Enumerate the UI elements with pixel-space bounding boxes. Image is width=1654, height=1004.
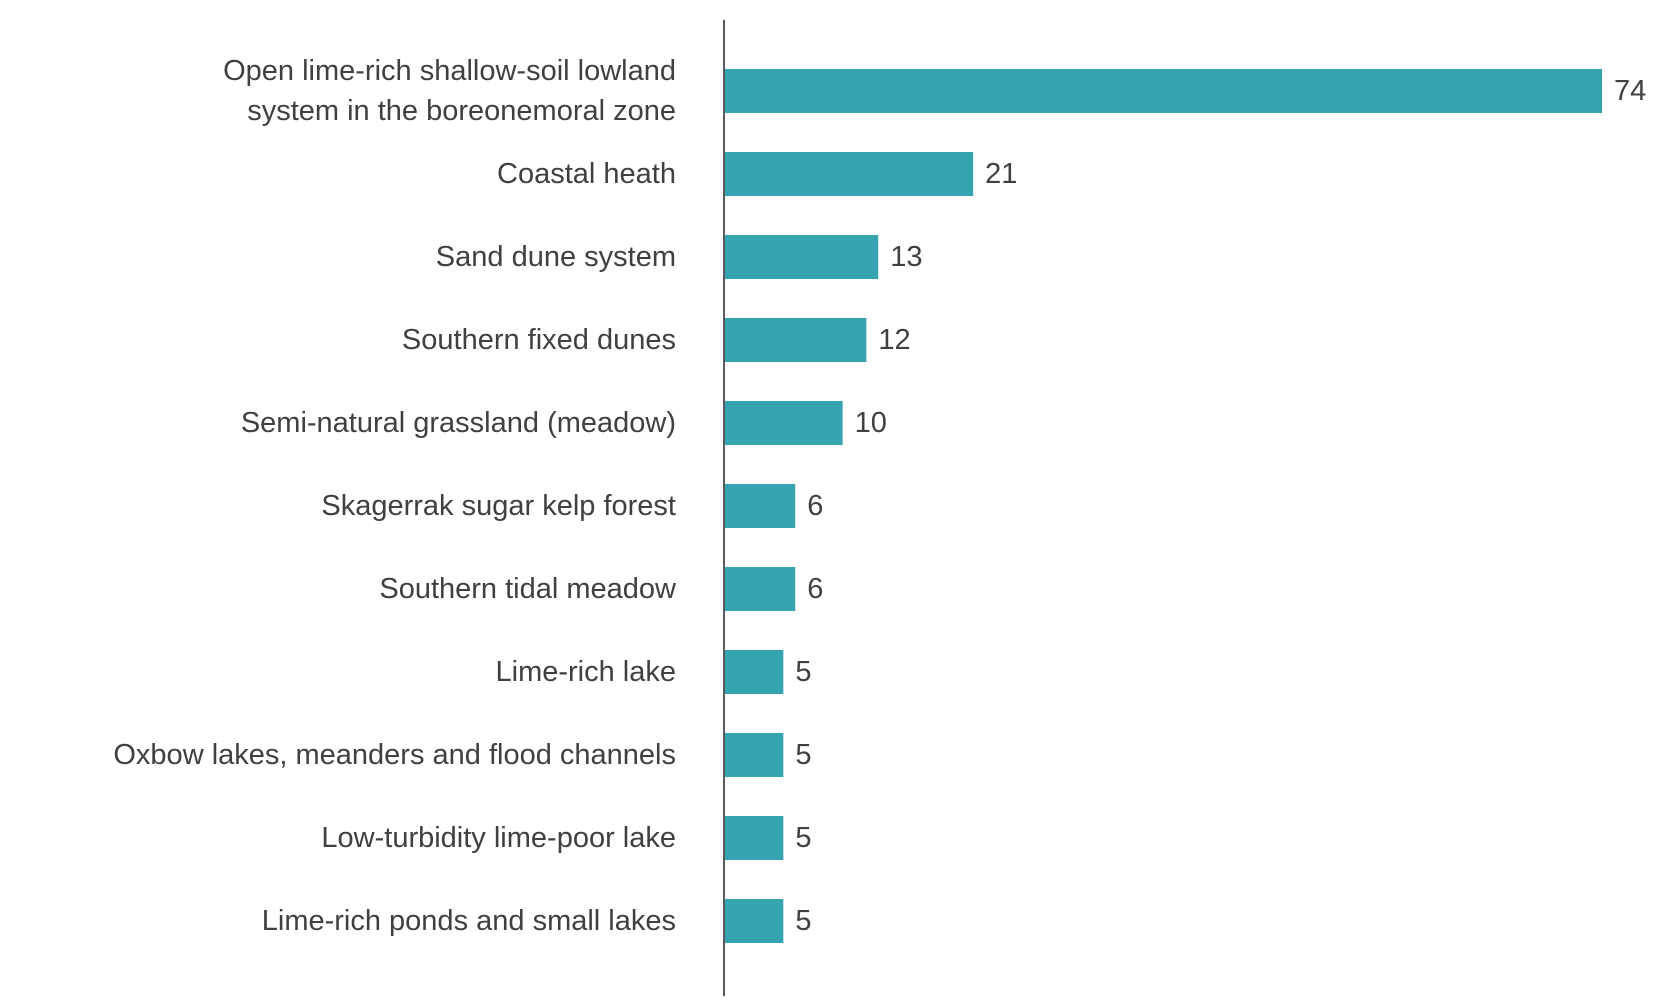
category-label: Open lime-rich shallow-soil lowland syste… — [223, 55, 676, 127]
category-label-line: Oxbow lakes, meanders and flood channels — [113, 739, 676, 771]
category-label-line: Coastal heath — [497, 158, 676, 190]
bar — [724, 650, 784, 694]
category-label-line: Low-turbidity lime-poor lake — [321, 822, 676, 854]
data-label: 21 — [985, 158, 1017, 190]
data-label: 74 — [1614, 75, 1646, 107]
category-label: Southern fixed dunes — [402, 324, 676, 356]
category-label: Coastal heath — [497, 158, 676, 190]
data-label: 12 — [878, 324, 910, 356]
category-label-line: Lime-rich ponds and small lakes — [262, 905, 676, 937]
data-label: 5 — [795, 905, 811, 937]
bar — [724, 401, 843, 445]
category-label-line: system in the boreonemoral zone — [247, 95, 676, 127]
data-label: 10 — [855, 407, 887, 439]
category-label: Oxbow lakes, meanders and flood channels — [113, 739, 676, 771]
category-label: Sand dune system — [436, 241, 676, 273]
category-label: Lime-rich ponds and small lakes — [262, 905, 676, 937]
category-label: Skagerrak sugar kelp forest — [321, 490, 676, 522]
bar — [724, 816, 784, 860]
data-label: 13 — [890, 241, 922, 273]
category-label-line: Southern fixed dunes — [402, 324, 676, 356]
category-label-line: Semi-natural grassland (meadow) — [241, 407, 676, 439]
bar — [724, 733, 784, 777]
bar — [724, 152, 974, 196]
category-label: Low-turbidity lime-poor lake — [321, 822, 676, 854]
value-labels-layer: 74 21 13 12 10 6 6 5 5 5 5 — [795, 75, 1646, 937]
bar — [724, 235, 879, 279]
data-label: 5 — [795, 656, 811, 688]
data-label: 6 — [807, 573, 823, 605]
bar — [724, 899, 784, 943]
data-label: 6 — [807, 490, 823, 522]
data-label: 5 — [795, 739, 811, 771]
bars-layer — [724, 69, 1602, 943]
bar — [724, 318, 867, 362]
category-label-line: Lime-rich lake — [496, 656, 677, 688]
category-label-line: Southern tidal meadow — [379, 573, 677, 605]
category-label-line: Sand dune system — [436, 241, 676, 273]
data-label: 5 — [795, 822, 811, 854]
bar — [724, 69, 1602, 113]
category-label-line: Skagerrak sugar kelp forest — [321, 490, 676, 522]
bar — [724, 484, 796, 528]
category-label: Semi-natural grassland (meadow) — [241, 407, 676, 439]
category-label-line: Open lime-rich shallow-soil lowland — [223, 55, 676, 87]
category-label: Lime-rich lake — [496, 656, 677, 688]
category-labels-layer: Open lime-rich shallow-soil lowland syste… — [113, 55, 677, 937]
bar — [724, 567, 796, 611]
category-label: Southern tidal meadow — [379, 573, 677, 605]
